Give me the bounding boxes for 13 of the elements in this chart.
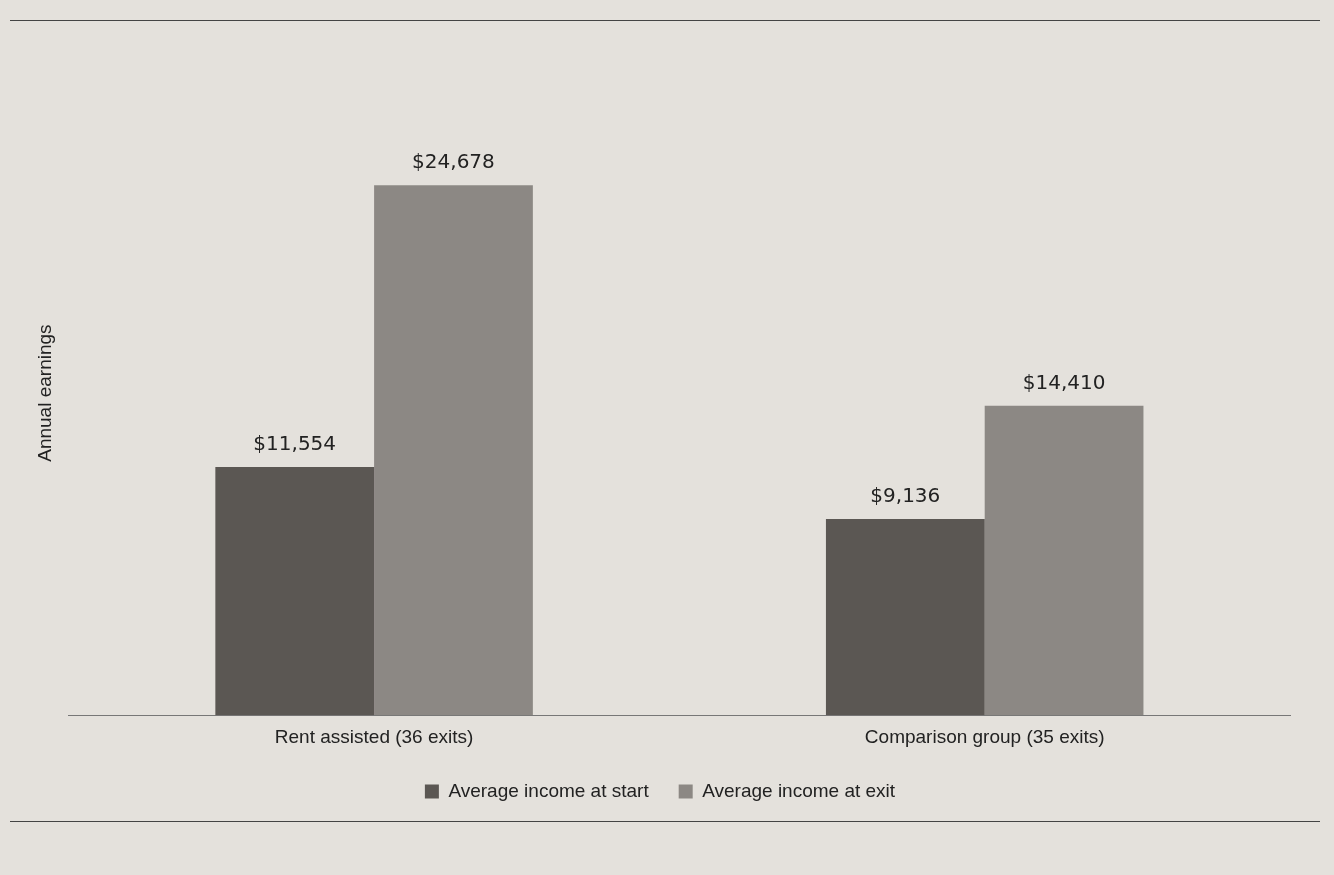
y-axis-title: Annual earnings bbox=[33, 324, 55, 462]
data-label: $11,554 bbox=[253, 431, 337, 456]
x-tick-label: Rent assisted (36 exits) bbox=[274, 725, 474, 747]
bar bbox=[374, 185, 533, 716]
data-label: $9,136 bbox=[870, 483, 941, 508]
x-tick-label: Comparison group (35 exits) bbox=[864, 725, 1105, 747]
data-label: $14,410 bbox=[1022, 369, 1106, 394]
legend-label: Average income at exit bbox=[702, 779, 896, 801]
data-label: $24,678 bbox=[412, 149, 495, 174]
bar bbox=[984, 405, 1144, 716]
legend-label: Average income at start bbox=[448, 779, 650, 801]
bar bbox=[215, 467, 375, 716]
bar bbox=[825, 519, 985, 716]
